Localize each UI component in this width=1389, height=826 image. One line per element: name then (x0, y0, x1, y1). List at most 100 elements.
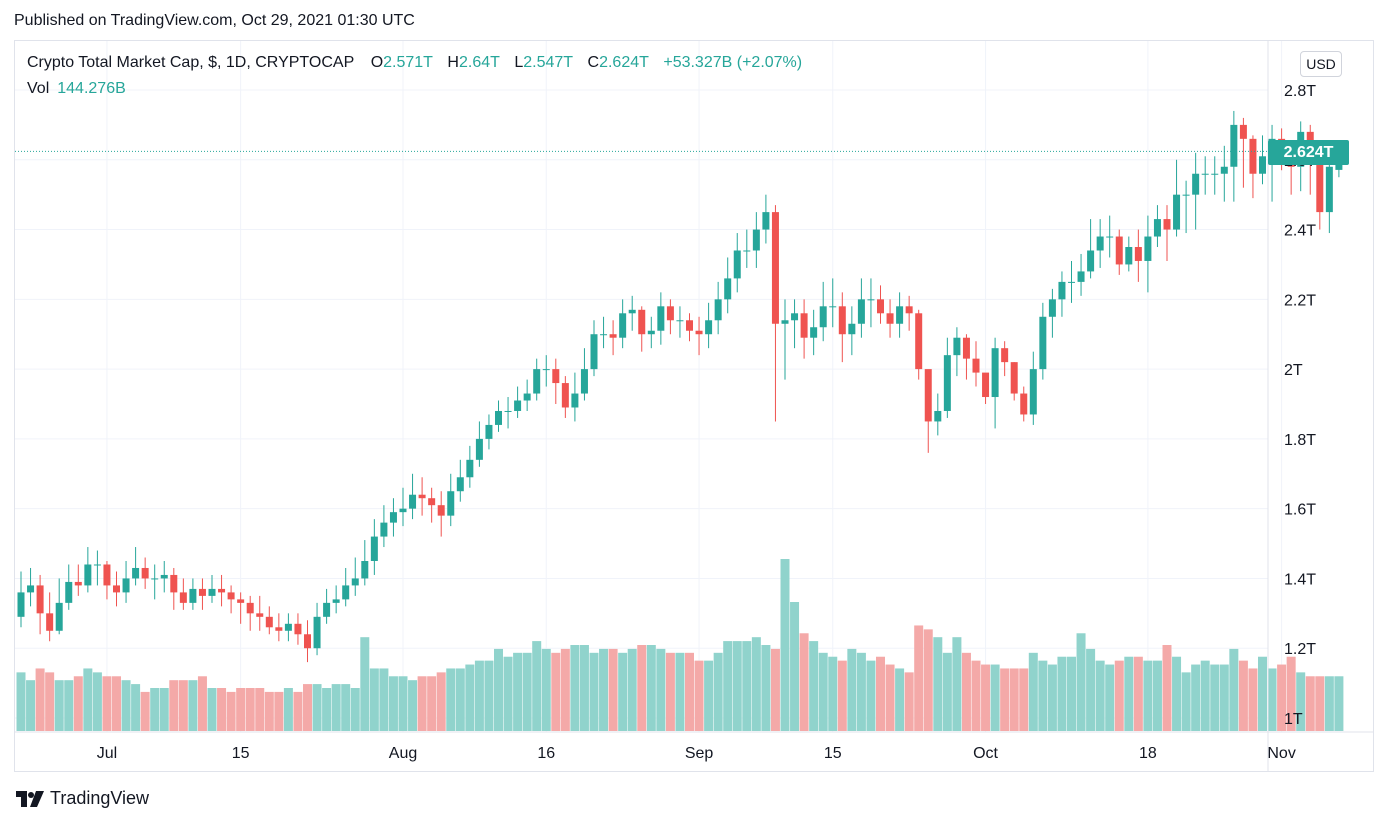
volume-bar (26, 680, 36, 731)
candle-body (361, 561, 369, 579)
volume-bar (112, 676, 121, 731)
volume-bar (856, 652, 866, 731)
volume-bar (876, 656, 885, 731)
volume-bar (570, 645, 580, 731)
candle-body (609, 334, 617, 338)
candle-body (227, 592, 235, 600)
volume-bar (45, 672, 55, 731)
volume-bar (866, 660, 876, 731)
candle-body (1192, 173, 1200, 195)
candle-body (323, 602, 331, 617)
volume-bar (627, 648, 637, 731)
volume-bar (704, 660, 714, 731)
candle-body (1144, 236, 1152, 261)
brand-name: TradingView (50, 788, 150, 808)
change-value: +53.327B (+2.07%) (663, 54, 803, 71)
volume-bar (818, 652, 828, 731)
candle-body (924, 369, 932, 422)
time-tick-label: Jul (97, 745, 117, 762)
volume-bar (1162, 645, 1172, 731)
candle-body (1020, 393, 1028, 415)
tradingview-brand[interactable]: TradingView (16, 788, 149, 809)
candle-body (752, 229, 760, 251)
volume-bar (140, 691, 150, 731)
candle-body (456, 477, 464, 492)
volume-bar (35, 668, 45, 731)
volume-bar (178, 680, 188, 731)
volume-bar (1038, 660, 1048, 731)
last-price-tag: 2.624T (1268, 140, 1349, 165)
candle-body (733, 250, 741, 279)
volume-bar (904, 672, 914, 731)
high-label: H (447, 54, 459, 71)
volume-bar (245, 688, 255, 731)
volume-bar (1124, 656, 1134, 731)
candle-body (1125, 247, 1133, 265)
volume-bar (1067, 656, 1076, 731)
volume-bar (131, 684, 141, 731)
candle-body (294, 623, 302, 635)
candle-body (1058, 281, 1066, 300)
volume-bar (1019, 668, 1029, 731)
price-tick-label: 2.2T (1284, 292, 1316, 309)
candle-body (103, 564, 111, 586)
candle-body (447, 491, 455, 516)
candle-body (1182, 194, 1190, 196)
volume-bar (1047, 664, 1057, 731)
candle-body (1249, 138, 1257, 174)
volume-bar (589, 652, 599, 731)
volume-bar (1324, 676, 1334, 731)
candle-body (1211, 173, 1219, 175)
candles (17, 110, 1343, 663)
candle-body (905, 306, 913, 314)
volume-bar (608, 648, 618, 731)
time-tick-label: 16 (537, 745, 555, 762)
volume-bar (1191, 664, 1201, 731)
candle-body (151, 578, 159, 580)
candle-body (771, 212, 779, 324)
published-header: Published on TradingView.com, Oct 29, 20… (14, 12, 415, 29)
candle-body (141, 567, 149, 579)
volume-bar (436, 672, 446, 731)
candle-body (122, 578, 130, 593)
volume-bar (1238, 660, 1248, 731)
candle-body (46, 613, 54, 631)
candle-body (1259, 156, 1266, 174)
candle-body (705, 320, 713, 335)
candle-body (829, 306, 837, 308)
volume-bar (961, 652, 971, 731)
volume-bar (388, 676, 398, 731)
candle-body (179, 592, 187, 603)
volume-bar (1105, 664, 1115, 731)
currency-button[interactable]: USD (1300, 51, 1342, 77)
candle-body (93, 564, 101, 566)
volume-bar (1009, 668, 1019, 731)
candle-body (1201, 173, 1209, 175)
volume-bar (1200, 660, 1210, 731)
volume-bar (646, 645, 656, 731)
volume-bar (809, 641, 819, 731)
volume-bar (408, 680, 418, 731)
candle-body (218, 588, 226, 593)
volume-bar (303, 684, 312, 731)
candle-body (762, 212, 770, 230)
close-label: C (587, 54, 600, 71)
volume-bar (236, 688, 246, 731)
volume-bar (981, 664, 991, 731)
candle-body (113, 585, 120, 593)
volume-bar (1315, 676, 1325, 731)
candle-body (409, 494, 417, 509)
volume-bar (255, 688, 265, 731)
volume-bar (971, 660, 981, 731)
volume-bar (532, 641, 542, 731)
candle-body (380, 522, 388, 537)
volume-bar (121, 680, 131, 731)
candle-body (982, 372, 990, 398)
price-tick-label: 1.8T (1284, 432, 1316, 449)
candle-body (275, 627, 283, 631)
candle-body (867, 299, 875, 301)
candle-body (485, 424, 493, 439)
volume-bar (322, 688, 332, 731)
candle-body (628, 309, 636, 314)
